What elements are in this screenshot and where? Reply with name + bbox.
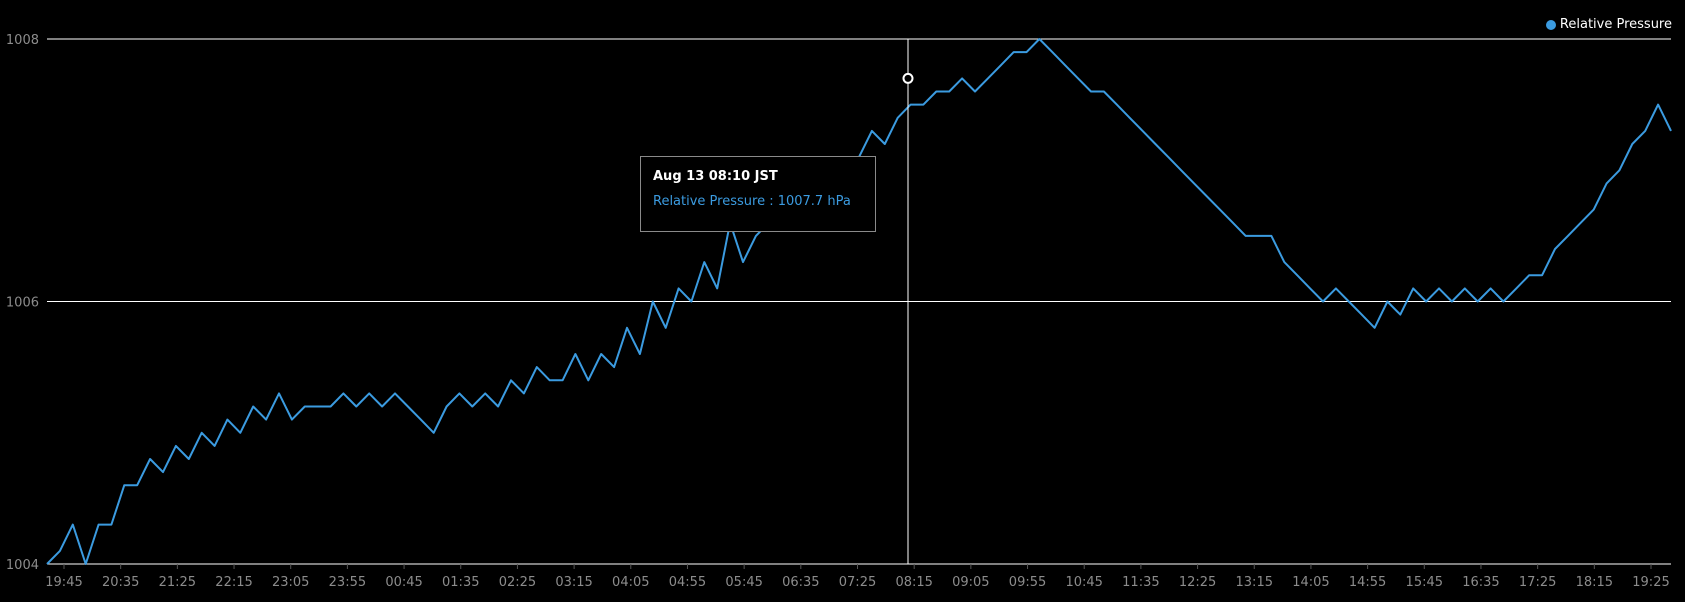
y-tick-label: 1006 [6,296,39,311]
y-axis-ticks: 1008 1006 1004 [6,33,39,573]
x-tick-label: 05:45 [725,575,762,590]
x-tick-label: 23:05 [272,575,309,590]
legend-label: Relative Pressure [1559,17,1672,32]
x-tick-label: 08:15 [895,575,932,590]
x-tick-label: 09:05 [952,575,989,590]
x-tick-label: 18:15 [1576,575,1613,590]
y-tick-label: 1008 [6,33,39,48]
x-tick-label: 03:15 [555,575,592,590]
x-tick-label: 01:35 [442,575,479,590]
x-tick-label: 07:25 [839,575,876,590]
x-tick-label: 09:55 [1009,575,1046,590]
tooltip-value: Relative Pressure : 1007.7 hPa [653,194,851,209]
x-tick-label: 02:25 [499,575,536,590]
legend[interactable]: Relative Pressure [1545,17,1672,32]
grid-lines [47,38,1671,565]
x-tick-label: 04:05 [612,575,649,590]
x-tick-label: 16:35 [1462,575,1499,590]
x-tick-label: 22:15 [215,575,252,590]
x-tick-label: 21:25 [159,575,196,590]
x-tick-label: 11:35 [1122,575,1159,590]
x-tick-label: 14:55 [1349,575,1386,590]
x-tick-label: 14:05 [1292,575,1329,590]
x-tick-label: 19:25 [1632,575,1669,590]
x-axis-ticks: 19:45 20:35 21:25 22:15 23:05 23:55 00:45 01:35… [45,564,1670,590]
tooltip-title: Aug 13 08:10 JST [653,169,778,184]
x-tick-label: 00:45 [385,575,422,590]
tooltip: Aug 13 08:10 JST Relative Pressure : 100… [640,156,876,232]
x-tick-label: 19:45 [45,575,82,590]
x-tick-label: 04:55 [669,575,706,590]
x-tick-label: 20:35 [102,575,139,590]
y-tick-label: 1004 [6,558,39,573]
x-tick-label: 13:15 [1236,575,1273,590]
x-tick-label: 10:45 [1065,575,1102,590]
x-tick-label: 15:45 [1406,575,1443,590]
x-tick-label: 17:25 [1519,575,1556,590]
x-tick-label: 12:25 [1179,575,1216,590]
hover-point[interactable] [902,72,914,84]
legend-dot-icon [1545,19,1556,30]
x-tick-label: 23:55 [329,575,366,590]
x-tick-label: 06:35 [782,575,819,590]
